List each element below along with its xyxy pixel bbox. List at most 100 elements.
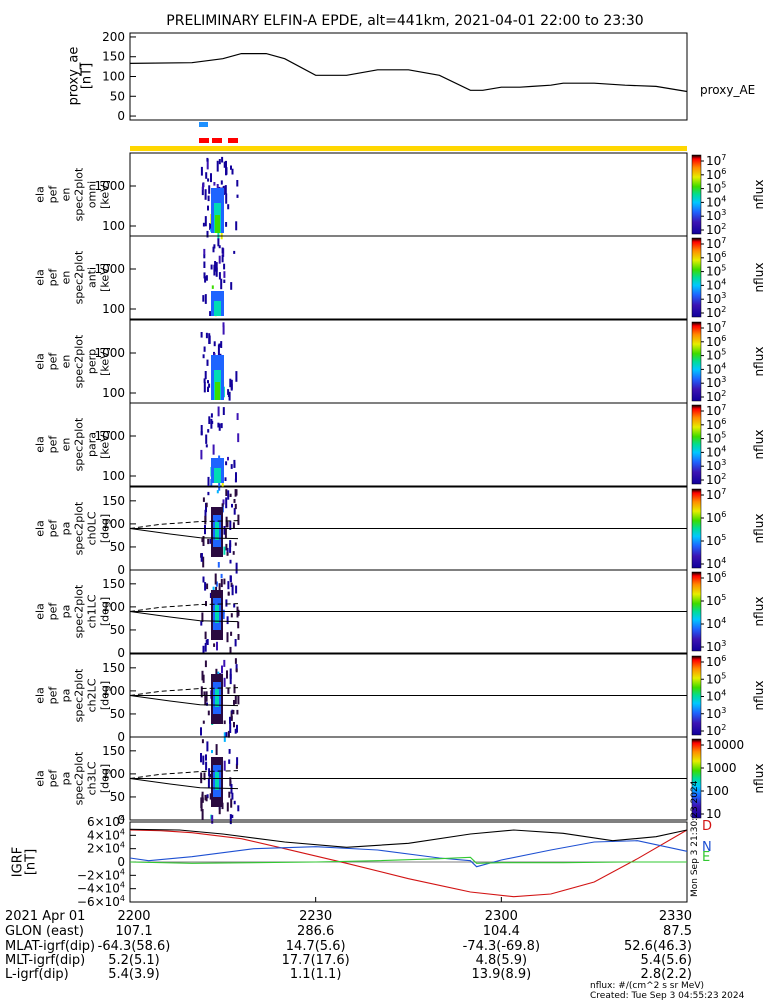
colorbar-tick-label: 107 bbox=[706, 236, 726, 251]
panel-ch2LC: 150 100 50 0 elapefpaspec2plotch2LC[deg] 106 1… bbox=[34, 653, 766, 744]
spec-pixel bbox=[221, 247, 224, 254]
spec-pixel bbox=[218, 343, 221, 347]
spec-pixel bbox=[233, 508, 236, 515]
spec-pixel bbox=[205, 761, 208, 771]
spec-pixel bbox=[232, 551, 235, 555]
spec-pixel bbox=[208, 333, 211, 344]
xtick-glon: 107.1 bbox=[115, 924, 152, 939]
row-label-glon: GLON (east) bbox=[5, 924, 84, 939]
spec-pixel bbox=[208, 383, 211, 388]
panel-ch0LC: 150 100 50 0 elapefpaspec2plotch0LC[deg] 107 1… bbox=[34, 486, 766, 577]
igrf-ytick-label: −2×104 bbox=[77, 867, 125, 882]
spec-pixel bbox=[218, 272, 221, 280]
spec-pixel bbox=[212, 586, 215, 591]
colorbar-tick-label: 105 bbox=[706, 348, 726, 363]
spec-pixel bbox=[237, 433, 240, 443]
colorbar-tick-label: 10000 bbox=[706, 738, 744, 752]
ytick-label: 50 bbox=[110, 623, 125, 637]
xtick-time: 2230 bbox=[299, 909, 332, 924]
colorbar-label: nflux bbox=[752, 263, 766, 293]
panel-ylabel: elapefpaspec2plotch1LC[deg] bbox=[34, 584, 112, 638]
spec-pixel bbox=[206, 583, 209, 590]
spec-pixel bbox=[223, 263, 226, 270]
spec-pixel bbox=[207, 491, 210, 496]
panel-ylabel: elapefpaspec2plotch0LC[deg] bbox=[34, 501, 112, 555]
spec-core-peak bbox=[215, 215, 220, 233]
spec-pixel bbox=[223, 578, 226, 585]
spec-pixel bbox=[216, 641, 218, 651]
spec-pixel bbox=[202, 720, 205, 724]
proxy-ae-panel: 200 150 100 50 0 proxy_ae[nT] proxy_AE bbox=[67, 30, 756, 123]
spec-pixel bbox=[206, 359, 209, 366]
spec-pixel bbox=[201, 538, 204, 543]
spec-pixel bbox=[209, 311, 212, 316]
spec-pixel bbox=[207, 195, 210, 202]
spec-pixel bbox=[213, 341, 216, 347]
spec-pixel bbox=[209, 592, 212, 598]
footer-created: Created: Tue Sep 3 04:55:23 2024 bbox=[590, 991, 745, 1000]
ytick-label: 100 bbox=[102, 302, 125, 316]
spec-pixel bbox=[230, 710, 233, 719]
xtick-mlat: -74.3(-69.8) bbox=[463, 939, 540, 954]
xtick-mlt: 5.4(5.6) bbox=[641, 953, 693, 968]
loss-cone-upper bbox=[129, 520, 239, 529]
spec-pixel bbox=[223, 161, 226, 168]
proxy-ae-ylabel: proxy_ae[nT] bbox=[67, 47, 95, 106]
spec-pixel bbox=[229, 543, 232, 553]
igrf-ytick-label: 4×104 bbox=[87, 827, 125, 842]
panel-ylabel: elapefenspec2plotomni[keV] bbox=[34, 167, 112, 221]
colorbar-label: nflux bbox=[752, 764, 766, 794]
colorbar-tick-label: 106 bbox=[706, 510, 726, 525]
spec-pixel bbox=[203, 691, 206, 696]
spec-pixel bbox=[231, 168, 234, 175]
science-bar-red-3 bbox=[228, 138, 238, 143]
spec-pixel bbox=[229, 668, 232, 679]
spec-pixel bbox=[204, 794, 207, 801]
spec-pixel bbox=[212, 444, 215, 455]
colorbar-tick-label: 1000 bbox=[706, 761, 737, 775]
ytick-label: 100 bbox=[102, 219, 125, 233]
spec-pixel bbox=[233, 800, 236, 805]
spec-pixel bbox=[223, 526, 226, 535]
spec-pixel bbox=[204, 294, 207, 304]
spec-core-hot bbox=[214, 468, 221, 483]
colorbar-tick-label: 106 bbox=[706, 417, 726, 432]
spec-pixel bbox=[225, 193, 228, 204]
pa-core-hot bbox=[215, 605, 219, 623]
igrf-ytick-label: 6×104 bbox=[87, 814, 125, 829]
ytick-label: 100 bbox=[102, 600, 125, 614]
spec-pixel bbox=[230, 383, 233, 391]
xtick-l: 1.1(1.1) bbox=[290, 967, 342, 982]
colorbar-tick-label: 104 bbox=[706, 277, 726, 292]
panel-ch3LC: 150 100 50 0 elapefpaspec2plotch3LC[deg] 1000… bbox=[34, 736, 766, 827]
spec-pixel bbox=[222, 609, 225, 620]
spec-pixel bbox=[208, 185, 211, 194]
spec-pixel bbox=[207, 539, 210, 545]
spec-pixel bbox=[202, 497, 205, 502]
spec-pixel bbox=[226, 551, 229, 556]
proxy-ae-ytick-label: 100 bbox=[102, 70, 125, 84]
colorbar-tick-label: 103 bbox=[706, 291, 726, 306]
igrf-legend-D: D bbox=[702, 819, 712, 834]
spec-pixel bbox=[203, 772, 206, 781]
colorbar-tick-label: 102 bbox=[706, 472, 726, 487]
xtick-l: 13.9(8.9) bbox=[471, 967, 531, 982]
spec-pixel bbox=[202, 674, 205, 683]
spec-pixel bbox=[205, 275, 208, 281]
spec-pixel bbox=[237, 634, 240, 640]
ytick-label: 100 bbox=[102, 386, 125, 400]
spec-pixel bbox=[201, 797, 204, 803]
spec-pixel bbox=[222, 499, 225, 505]
spec-pixel bbox=[217, 562, 220, 568]
spec-pixel bbox=[234, 503, 237, 510]
spec-pixel bbox=[216, 184, 219, 192]
spec-pixel bbox=[223, 659, 226, 667]
spec-pixel bbox=[221, 156, 224, 163]
spec-pixel bbox=[225, 160, 227, 168]
spec-pixel bbox=[204, 525, 206, 535]
colorbar-tick-label: 102 bbox=[706, 222, 726, 237]
colorbar bbox=[691, 738, 702, 819]
spec-pixel bbox=[223, 677, 226, 687]
spec-pixel bbox=[224, 528, 227, 539]
spec-pixel bbox=[233, 700, 235, 705]
